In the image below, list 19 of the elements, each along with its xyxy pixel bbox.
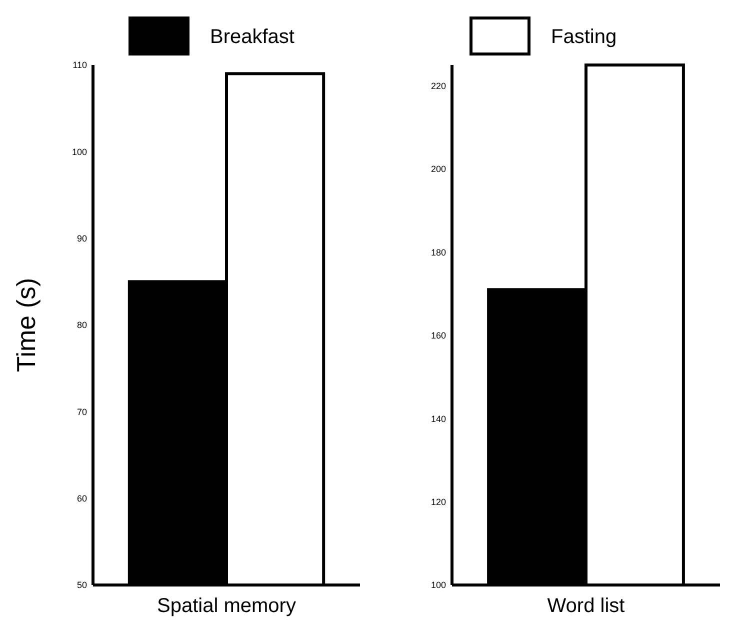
y-tick-label: 100 [72,146,87,157]
legend-label: Breakfast [210,26,295,48]
y-tick-label: 90 [76,233,87,244]
y-tick-label: 180 [430,247,446,258]
y-tick-label: 100 [430,580,446,590]
x-tick-label: Word list [547,595,626,617]
y-tick-label: 70 [76,406,87,417]
y-tick-label: 120 [430,496,446,507]
y-tick-label: 220 [430,80,446,91]
y-tick-label: 200 [430,164,446,174]
legend-label: Fasting [551,26,617,48]
x-tick-label: Spatial memory [157,595,296,617]
y-tick-label: 140 [430,414,446,424]
y-tick-label: 60 [76,493,87,504]
y-tick-label: 80 [76,320,87,330]
y-tick-label: 160 [430,330,446,341]
y-axis-title: Time (s) [11,278,41,372]
y-tick-label: 50 [76,580,87,590]
y-tick-label: 110 [72,60,87,70]
